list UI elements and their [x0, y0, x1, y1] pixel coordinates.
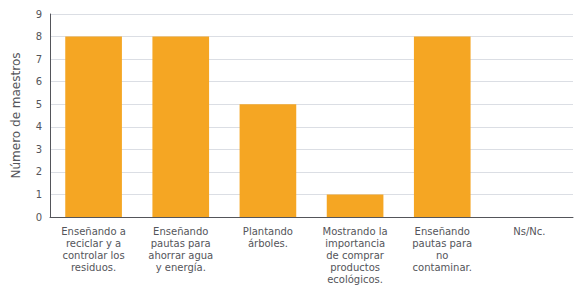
svg-text:7: 7: [36, 54, 42, 65]
svg-text:controlar los: controlar los: [62, 250, 124, 261]
svg-text:6: 6: [36, 76, 42, 87]
svg-text:Enseñando: Enseñando: [415, 226, 470, 237]
svg-text:4: 4: [36, 121, 42, 132]
svg-text:9: 9: [36, 9, 42, 20]
svg-text:importancia: importancia: [325, 238, 385, 249]
svg-text:Número de maestros: Número de maestros: [9, 53, 23, 179]
svg-text:pautas para: pautas para: [151, 238, 211, 249]
svg-text:1: 1: [36, 189, 42, 200]
svg-text:5: 5: [36, 99, 42, 110]
svg-text:Enseñando: Enseñando: [153, 226, 208, 237]
svg-text:Mostrando la: Mostrando la: [323, 226, 388, 237]
svg-text:árboles.: árboles.: [248, 238, 288, 249]
svg-text:Ns/Nc.: Ns/Nc.: [513, 226, 545, 237]
svg-text:reciclar y a: reciclar y a: [66, 238, 121, 249]
svg-text:y energía.: y energía.: [156, 262, 206, 273]
svg-text:Plantando: Plantando: [243, 226, 293, 237]
svg-text:productos: productos: [330, 262, 380, 273]
svg-text:0: 0: [36, 212, 42, 223]
svg-text:2: 2: [36, 166, 42, 177]
svg-text:Enseñando a: Enseñando a: [61, 226, 126, 237]
svg-text:residuos.: residuos.: [71, 262, 116, 273]
svg-text:8: 8: [36, 31, 42, 42]
svg-text:ahorrar agua: ahorrar agua: [148, 250, 213, 261]
svg-text:pautas para: pautas para: [412, 238, 472, 249]
svg-text:ecológicos.: ecológicos.: [327, 274, 383, 285]
svg-text:contaminar.: contaminar.: [413, 262, 472, 273]
svg-text:de comprar: de comprar: [326, 250, 385, 261]
svg-text:3: 3: [36, 144, 42, 155]
svg-text:no: no: [436, 250, 448, 261]
